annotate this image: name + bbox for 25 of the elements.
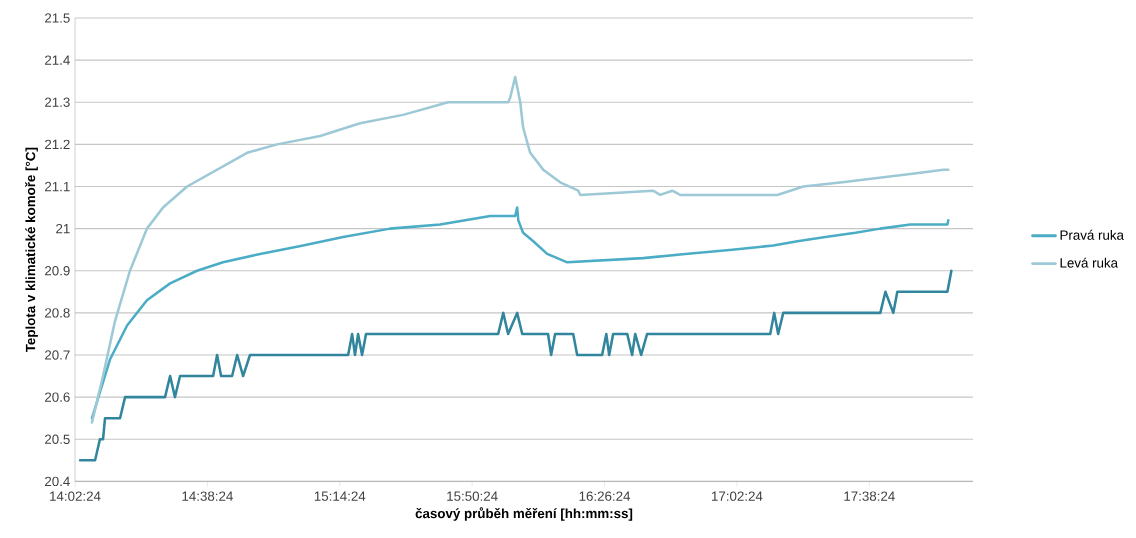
x-axis-title: časový průběh měření [hh:mm:ss] — [415, 507, 633, 521]
y-tick-label: 20.5 — [45, 434, 70, 444]
y-tick-label: 20.9 — [45, 266, 70, 276]
y-tick-label: 21.1 — [45, 181, 70, 192]
y-tick-label: 21.2 — [45, 139, 70, 150]
y-tick-label: 20.6 — [45, 392, 70, 402]
x-tick-label: 17:02:24 — [711, 491, 763, 501]
x-tick-label: 15:14:24 — [314, 491, 366, 501]
y-tick-label: 21.5 — [45, 13, 70, 23]
x-tick-label: 15:50:24 — [447, 491, 498, 501]
y-tick-label: 20.8 — [45, 308, 70, 318]
x-tick-label: 14:38:24 — [182, 491, 233, 501]
x-tick-label: 14:02:24 — [50, 491, 101, 501]
y-axis-title: Teplota v klimatické komoře [°C] — [25, 147, 38, 353]
y-tick-label: 20.4 — [45, 476, 70, 487]
y-tick-label: 21.3 — [45, 97, 70, 107]
y-tick-label: 21 — [56, 223, 70, 234]
line-series — [90, 206, 950, 420]
y-tick-label: 20.7 — [45, 350, 70, 360]
y-tick-label: 21.4 — [45, 55, 70, 65]
legend-label: Pravá ruka — [1060, 229, 1124, 240]
x-tick-label: 17:38:24 — [844, 491, 895, 501]
line-series — [78, 269, 953, 462]
x-tick-label: 16:26:24 — [579, 491, 631, 501]
legend-label: Levá ruka — [1060, 257, 1119, 268]
